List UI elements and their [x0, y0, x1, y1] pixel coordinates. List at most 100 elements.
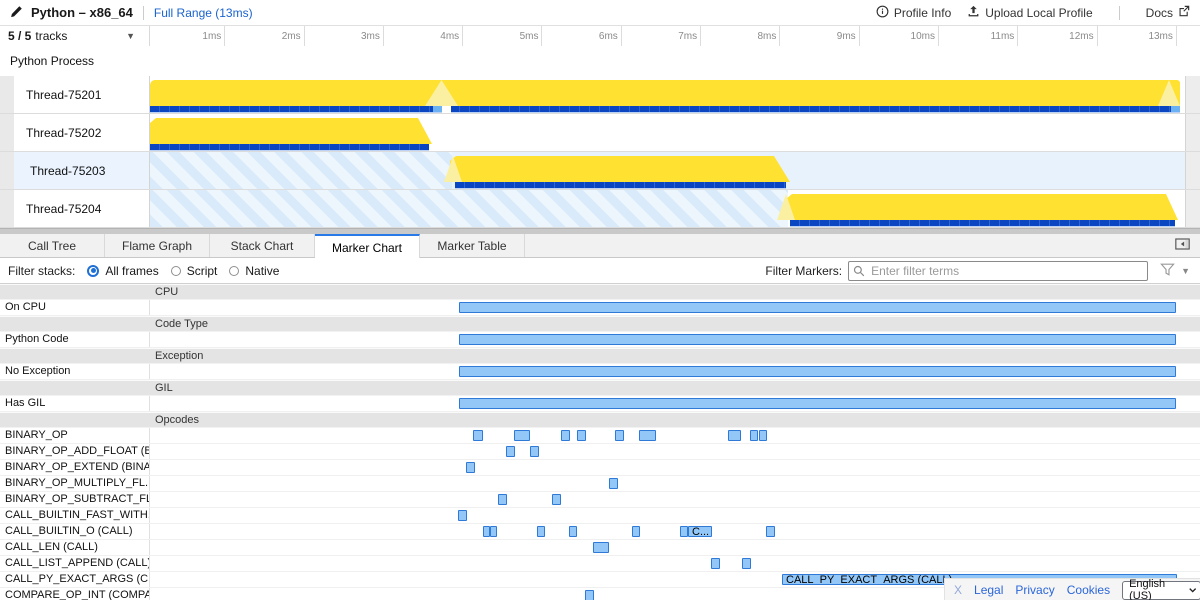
track-row-thread-75204[interactable]: Thread-75204	[0, 190, 1200, 228]
marker[interactable]	[459, 334, 1176, 345]
marker-row-track[interactable]	[0, 364, 1200, 379]
tracks-count-dropdown[interactable]: 5 / 5 tracks ▼	[0, 26, 150, 46]
marker[interactable]	[561, 430, 570, 441]
ruler-tick: 4ms	[384, 26, 464, 46]
marker[interactable]	[639, 430, 656, 441]
marker[interactable]	[552, 494, 561, 505]
marker-row-track[interactable]	[0, 540, 1200, 555]
marker-row-track[interactable]	[0, 492, 1200, 507]
marker[interactable]	[609, 478, 618, 489]
marker[interactable]	[577, 430, 586, 441]
track-right-gutter	[1185, 114, 1200, 151]
track-activity-area[interactable]	[150, 152, 1185, 189]
marker[interactable]	[750, 430, 758, 441]
sidebar-toggle-icon[interactable]	[1175, 238, 1190, 253]
tab-stack-chart[interactable]: Stack Chart	[210, 234, 315, 257]
radio-all-frames[interactable]: All frames	[87, 264, 159, 278]
marker[interactable]	[466, 462, 475, 473]
marker[interactable]	[728, 430, 741, 441]
marker-category-label: Exception	[155, 350, 204, 362]
track-gutter	[0, 76, 14, 113]
marker-row-track[interactable]	[0, 428, 1200, 443]
marker[interactable]	[506, 446, 515, 457]
track-activity-area[interactable]	[150, 76, 1185, 113]
footer-link-legal[interactable]: Legal	[974, 583, 1004, 597]
marker[interactable]	[632, 526, 640, 537]
marker-row-track[interactable]: C...	[0, 524, 1200, 539]
panel-splitter[interactable]	[0, 228, 1200, 234]
radio-label: Script	[186, 263, 218, 278]
track-row-thread-75202[interactable]: Thread-75202	[0, 114, 1200, 152]
marker[interactable]	[569, 526, 577, 537]
upload-profile-button[interactable]: Upload Local Profile	[967, 5, 1093, 21]
track-row-thread-75201[interactable]: Thread-75201	[0, 76, 1200, 114]
track-activity-area[interactable]	[150, 190, 1185, 227]
marker-category-exception: Exception	[0, 348, 1200, 364]
track-activity-area[interactable]	[150, 114, 1185, 151]
profile-info-button[interactable]: Profile Info	[876, 5, 951, 21]
tab-marker-chart[interactable]: Marker Chart	[315, 234, 420, 259]
marker[interactable]	[490, 526, 497, 537]
marker-row-track[interactable]	[0, 396, 1200, 411]
marker-row-call-builtin-fast-with: CALL_BUILTIN_FAST_WITH...	[0, 508, 1200, 524]
chevron-down-icon[interactable]: ▼	[1181, 265, 1190, 276]
footer-link-cookies[interactable]: Cookies	[1066, 583, 1111, 597]
marker-row-track[interactable]	[0, 508, 1200, 523]
marker-row-track[interactable]	[0, 588, 1200, 600]
timeline-ruler: 5 / 5 tracks ▼ 1ms 2ms 3ms 4ms 5ms 6ms 7ms 8ms 9…	[0, 26, 1200, 47]
marker[interactable]	[742, 558, 751, 569]
docs-link[interactable]: Docs	[1146, 5, 1190, 20]
marker[interactable]	[459, 366, 1176, 377]
footer-link-privacy[interactable]: Privacy	[1015, 583, 1055, 597]
marker[interactable]	[473, 430, 483, 441]
marker-row-track[interactable]	[0, 556, 1200, 571]
marker[interactable]	[759, 430, 767, 441]
marker[interactable]	[459, 302, 1176, 313]
marker-row-track[interactable]	[0, 476, 1200, 491]
track-label: Thread-75203	[14, 152, 150, 189]
marker[interactable]	[537, 526, 545, 537]
marker[interactable]	[458, 510, 467, 521]
marker[interactable]	[711, 558, 720, 569]
marker-row-track[interactable]	[0, 444, 1200, 459]
time-ticks: 1ms 2ms 3ms 4ms 5ms 6ms 7ms 8ms 9ms 10ms 11ms 12ms 1…	[150, 26, 1200, 46]
footer-close-button[interactable]: X	[954, 583, 963, 597]
funnel-filter-icon[interactable]	[1160, 263, 1175, 279]
track-right-gutter	[1185, 190, 1200, 227]
marker[interactable]	[766, 526, 775, 537]
marker[interactable]	[615, 430, 624, 441]
marker[interactable]	[498, 494, 507, 505]
marker-row-label: Has GIL	[0, 396, 150, 411]
ruler-tick: 3ms	[305, 26, 384, 46]
track-row-thread-75203[interactable]: Thread-75203	[0, 152, 1200, 190]
tab-flame-graph[interactable]: Flame Graph	[105, 234, 210, 257]
marker[interactable]	[483, 526, 490, 537]
marker-category-code-type: Code Type	[0, 316, 1200, 332]
divider	[1118, 5, 1120, 20]
full-range-link[interactable]: Full Range (13ms)	[153, 5, 253, 20]
tab-marker-table[interactable]: Marker Table	[420, 234, 525, 257]
edit-pencil-icon[interactable]	[10, 5, 23, 21]
radio-script[interactable]: Script	[170, 263, 218, 278]
language-select[interactable]: English (US)	[1122, 578, 1200, 600]
marker-row-track[interactable]	[0, 332, 1200, 347]
marker[interactable]	[459, 398, 1176, 409]
marker-row-track[interactable]	[0, 460, 1200, 475]
marker[interactable]	[680, 526, 688, 537]
marker[interactable]	[530, 446, 539, 457]
ruler-tick: 1ms	[146, 26, 226, 46]
marker[interactable]	[514, 430, 530, 441]
marker-row-track[interactable]	[0, 300, 1200, 315]
track-label-text: Thread-75201	[26, 87, 102, 102]
filter-markers-label: Filter Markers:	[765, 263, 843, 278]
process-header[interactable]: Python Process	[0, 46, 1200, 77]
track-label: Thread-75204	[14, 190, 150, 227]
marker-search-input[interactable]	[848, 260, 1149, 281]
tab-call-tree[interactable]: Call Tree	[0, 234, 105, 257]
marker[interactable]	[593, 542, 609, 553]
marker[interactable]: C...	[688, 526, 712, 537]
track-label-text: Thread-75202	[26, 125, 102, 140]
marker[interactable]	[585, 590, 594, 600]
samples-strip-light	[1171, 106, 1180, 112]
radio-native[interactable]: Native	[229, 264, 279, 278]
